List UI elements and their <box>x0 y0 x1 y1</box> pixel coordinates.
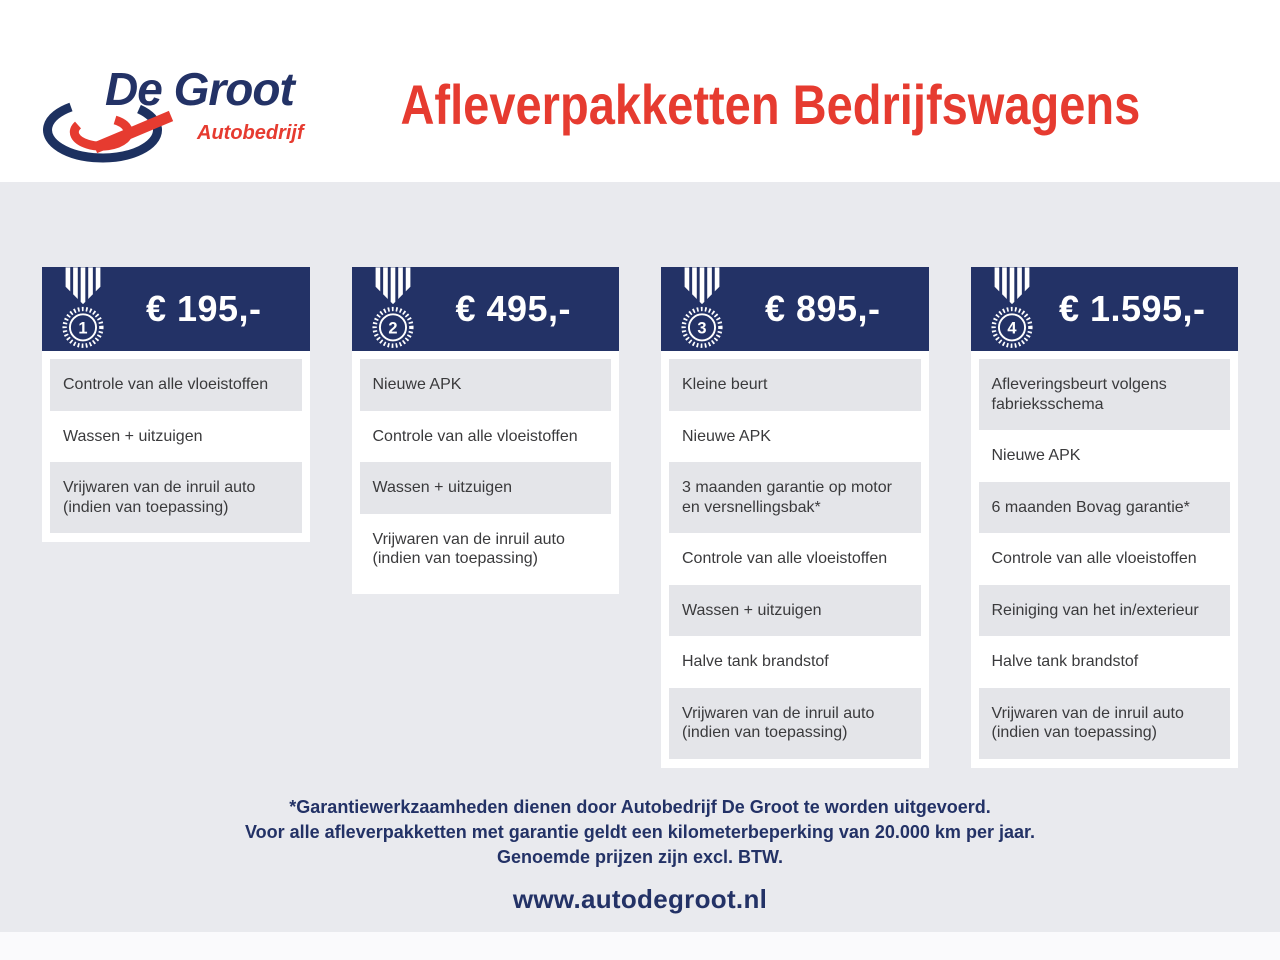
logo-name: De Groot <box>105 63 295 115</box>
package-item: Wassen + uitzuigen <box>669 584 921 637</box>
package-item: Controle van alle vloeistoffen <box>372 427 578 445</box>
footer-notes: *Garantiewerkzaamheden dienen door Autob… <box>0 795 1280 870</box>
medal-rank-icon: 1 <box>54 267 112 351</box>
package-item: Vrijwaren van de inruil auto (indien van… <box>978 687 1230 759</box>
medal-rank-icon: 4 <box>983 267 1041 351</box>
company-logo: De Groot Autobedrijf <box>43 58 345 173</box>
header-band: De Groot Autobedrijf Afleverpakketten Be… <box>0 0 1280 182</box>
package-items: Afleveringsbeurt volgens fabrieksschema N… <box>971 351 1239 768</box>
package-item: Controle van alle vloeistoffen <box>50 359 302 411</box>
package-item: Vrijwaren van de inruil auto (indien van… <box>50 462 302 534</box>
package-card: 4 € 1.595,- Afleveringsbeurt volgens fab… <box>970 267 1239 768</box>
package-item: 3 maanden garantie op motor en versnelli… <box>669 462 921 534</box>
logo-subtitle: Autobedrijf <box>197 122 304 144</box>
svg-text:4: 4 <box>1007 320 1017 338</box>
package-price: € 195,- <box>145 288 262 329</box>
package-item: Halve tank brandstof <box>682 653 829 671</box>
footer-line: *Garantiewerkzaamheden dienen door Autob… <box>289 797 991 817</box>
package-item: Controle van alle vloeistoffen <box>991 550 1197 568</box>
website-url: www.autodegroot.nl <box>512 884 768 914</box>
package-items: Controle van alle vloeistoffen Wassen + u… <box>42 351 310 542</box>
package-items: Kleine beurt Nieuwe APK 3 maanden garantie… <box>661 351 929 768</box>
package-card: 3 € 895,- Kleine beurt Nieuwe APK 3 maande… <box>661 267 929 768</box>
package-item: Nieuwe APK <box>359 359 611 411</box>
package-card: 1 € 195,- Controle van alle vloeistoffen… <box>42 267 310 543</box>
package-item: Wassen + uitzuigen <box>359 462 611 514</box>
package-item: Afleveringsbeurt volgens fabrieksschema <box>978 359 1230 431</box>
package-item: Nieuwe APK <box>682 427 771 445</box>
package-price: € 895,- <box>764 288 881 329</box>
svg-text:3: 3 <box>697 320 706 338</box>
svg-text:2: 2 <box>388 320 397 338</box>
medal-rank-icon: 3 <box>673 267 731 351</box>
package-item: Halve tank brandstof <box>991 653 1139 671</box>
package-header: 2 € 495,- <box>351 267 619 351</box>
package-item: Kleine beurt <box>669 359 921 411</box>
package-item: Nieuwe APK <box>991 447 1081 465</box>
logo-swirl-icon <box>43 102 174 163</box>
package-price: € 1.595,- <box>1058 288 1206 329</box>
footer-line: Voor alle afleverpakketten met garantie … <box>244 822 1035 842</box>
package-items: Nieuwe APK Controle van alle vloeistoffen… <box>352 351 620 594</box>
package-item: Vrijwaren van de inruil auto (indien van… <box>669 687 921 759</box>
package-header: 4 € 1.595,- <box>970 267 1238 351</box>
page-title: Afleverpakketten Bedrijfswagens <box>400 73 1140 136</box>
bottom-band <box>0 932 1280 960</box>
package-header: 1 € 195,- <box>42 267 310 351</box>
package-item: 6 maanden Bovag garantie* <box>978 481 1230 534</box>
package-header: 3 € 895,- <box>661 267 929 351</box>
package-card: 2 € 495,- Nieuwe APK Controle van alle vl… <box>351 267 620 594</box>
medal-rank-icon: 2 <box>364 267 422 351</box>
package-item: Reiniging van het in/exterieur <box>978 584 1230 637</box>
footer-line: Genoemde prijzen zijn excl. BTW. <box>496 847 784 867</box>
package-item: Controle van alle vloeistoffen <box>682 550 888 568</box>
package-item: Wassen + uitzuigen <box>63 427 203 445</box>
package-price: € 495,- <box>455 288 572 329</box>
svg-text:1: 1 <box>78 320 87 338</box>
page-title-wrap: Afleverpakketten Bedrijfswagens <box>310 72 1230 137</box>
packages-grid: 1 € 195,- Controle van alle vloeistoffen… <box>42 267 1238 768</box>
package-item: Vrijwaren van de inruil auto (indien van… <box>372 530 565 568</box>
